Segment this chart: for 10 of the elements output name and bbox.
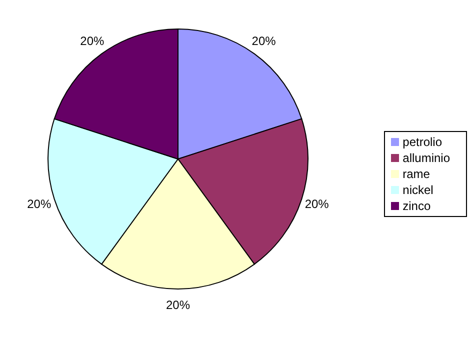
data-label: 20% <box>80 34 105 48</box>
legend-label: zinco <box>402 198 431 212</box>
data-label: 20% <box>27 197 52 212</box>
data-label: 20% <box>252 34 276 48</box>
legend-label: petrolio <box>402 134 442 148</box>
legend-label: alluminio <box>402 150 450 164</box>
data-label: 20% <box>304 197 330 212</box>
legend-label: rame <box>402 166 430 180</box>
legend-label: nickel <box>402 182 434 196</box>
data-label: 20% <box>166 298 190 312</box>
